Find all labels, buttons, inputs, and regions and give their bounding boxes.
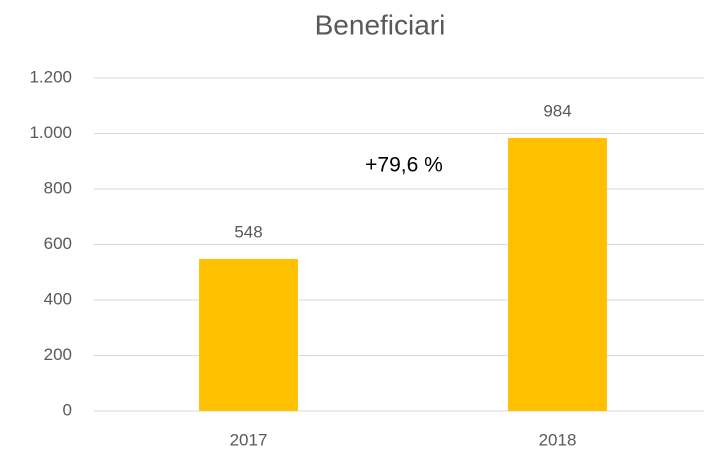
y-tick-label: 600	[44, 234, 72, 253]
data-label: 548	[234, 222, 262, 241]
y-tick-label: 200	[44, 345, 72, 364]
annotation: +79,6 %	[365, 154, 443, 177]
y-tick-label: 800	[44, 178, 72, 197]
x-tick-label: 2017	[230, 430, 268, 449]
y-tick-label: 1.200	[29, 67, 72, 86]
y-tick-label: 400	[44, 289, 72, 308]
x-tick-label: 2018	[539, 430, 577, 449]
chart-title: Beneficiari	[315, 9, 446, 40]
bar	[508, 137, 607, 411]
y-tick-label: 0	[63, 400, 72, 419]
y-tick-label: 1.000	[29, 123, 72, 142]
bar	[199, 258, 298, 411]
data-label: 984	[543, 101, 571, 120]
